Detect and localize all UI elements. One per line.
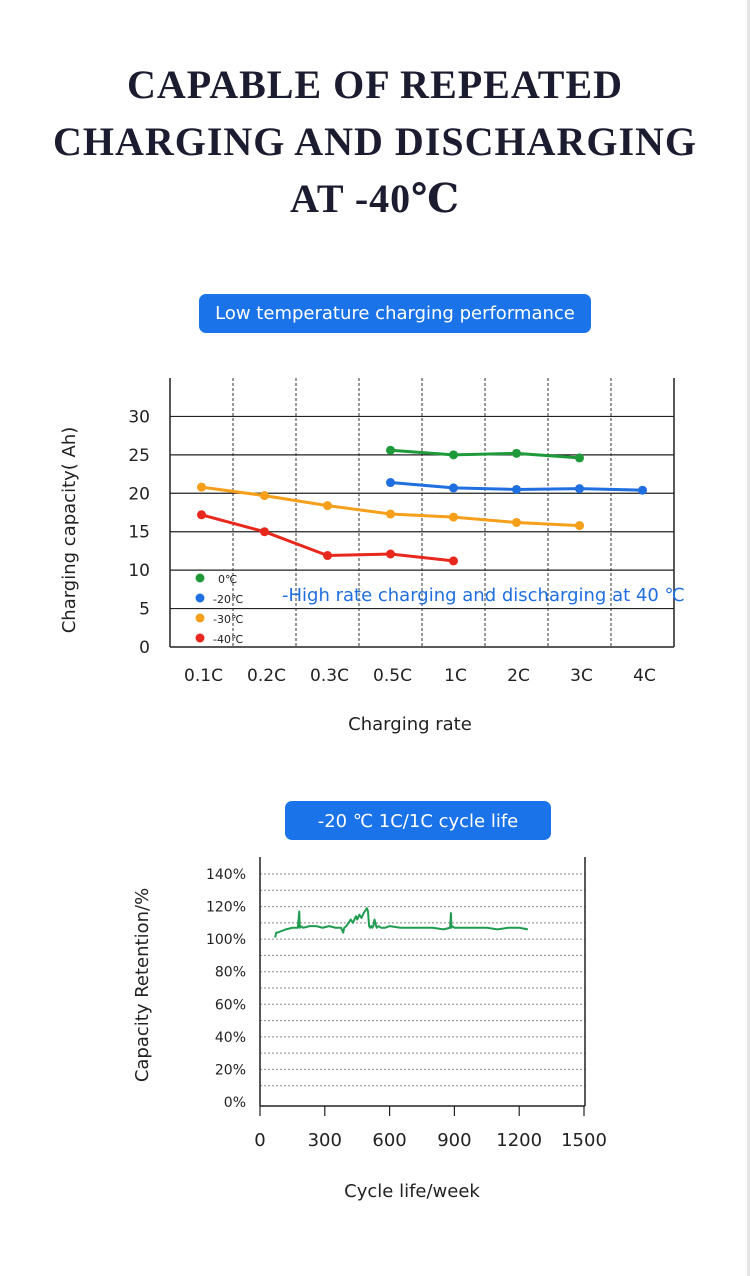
chart-annotation: -High rate charging and discharging at 4…: [282, 585, 685, 606]
scrollbar[interactable]: [747, 0, 750, 1276]
y-tick-label: 30: [128, 407, 150, 427]
legend-label: 0℃: [218, 573, 237, 586]
legend-label: -20℃: [213, 593, 243, 606]
data-point: [260, 527, 269, 537]
x-tick-label: 4C: [633, 666, 656, 686]
data-point: [638, 485, 647, 495]
data-point: [323, 501, 332, 511]
chart1-title-badge: Low temperature charging performance: [199, 294, 591, 333]
y-axis-title: Charging capacity( Ah): [59, 427, 80, 634]
legend-marker: [195, 633, 205, 643]
y-tick-label: 15: [128, 523, 150, 543]
x-tick-label: 2C: [507, 666, 530, 686]
data-point: [386, 509, 395, 519]
data-point: [323, 551, 332, 561]
legend-marker: [195, 613, 205, 623]
x-tick-label: 300: [308, 1130, 342, 1151]
data-point: [575, 484, 584, 494]
y-tick-label: 120%: [206, 900, 246, 916]
data-point: [512, 517, 521, 527]
y-tick-label: 25: [128, 446, 150, 466]
data-point: [386, 478, 395, 488]
title-line-3: AT -40℃: [289, 176, 461, 221]
data-point: [260, 491, 269, 501]
legend-label: -30℃: [213, 613, 243, 626]
x-tick-label: 1200: [496, 1130, 542, 1151]
series-line: [274, 907, 529, 938]
data-point: [197, 482, 206, 492]
x-tick-label: 3C: [570, 666, 593, 686]
charging-capacity-chart: 0 5 10 15 20 25 30 0.1C 0.2C 0.3C 0.5C 1C 2C 3C 4C Char…: [59, 378, 685, 735]
y-tick-label: 140%: [206, 867, 246, 883]
y-tick-label: 80%: [215, 965, 246, 981]
page-title: CAPABLE OF REPEATED CHARGING AND DISCHAR…: [0, 56, 750, 227]
x-tick-label: 900: [437, 1130, 471, 1151]
legend-marker: [195, 573, 205, 583]
data-point: [512, 448, 521, 458]
data-point: [386, 549, 395, 559]
data-point: [449, 512, 458, 522]
title-line-1: CAPABLE OF REPEATED: [126, 62, 624, 107]
x-tick-label: 0.2C: [247, 666, 286, 686]
y-tick-label: 5: [139, 600, 150, 620]
legend-marker: [195, 593, 205, 603]
x-tick-label: 1C: [444, 666, 467, 686]
x-tick-label: 600: [372, 1130, 406, 1151]
data-point: [575, 453, 584, 463]
data-point: [197, 510, 206, 520]
x-tick-label: 0.5C: [373, 666, 412, 686]
legend-label: -40℃: [213, 633, 243, 646]
data-point: [449, 483, 458, 493]
y-tick-label: 60%: [215, 997, 246, 1013]
y-tick-label: 20%: [215, 1062, 246, 1078]
series-line: [390, 448, 580, 460]
y-axis-title: Capacity Retention/%: [132, 888, 153, 1082]
data-point: [449, 556, 458, 566]
x-tick-label: 0.1C: [184, 666, 223, 686]
chart2-title-badge: -20 ℃ 1C/1C cycle life: [285, 801, 551, 840]
data-point: [449, 450, 458, 460]
x-axis-title: Charging rate: [348, 714, 472, 735]
y-tick-label: 40%: [215, 1030, 246, 1046]
x-tick-label: 0.3C: [310, 666, 349, 686]
y-tick-label: 0: [139, 638, 150, 658]
y-tick-label: 0%: [224, 1095, 246, 1111]
data-point: [386, 445, 395, 455]
y-tick-label: 100%: [206, 932, 246, 948]
data-point: [575, 521, 584, 531]
x-tick-label: 0: [254, 1130, 265, 1151]
x-tick-label: 1500: [561, 1130, 607, 1151]
x-axis-title: Cycle life/week: [344, 1181, 480, 1202]
y-tick-label: 20: [128, 484, 150, 504]
data-point: [512, 484, 521, 494]
title-line-2: CHARGING AND DISCHARGING: [52, 119, 698, 164]
y-tick-label: 10: [128, 561, 150, 581]
